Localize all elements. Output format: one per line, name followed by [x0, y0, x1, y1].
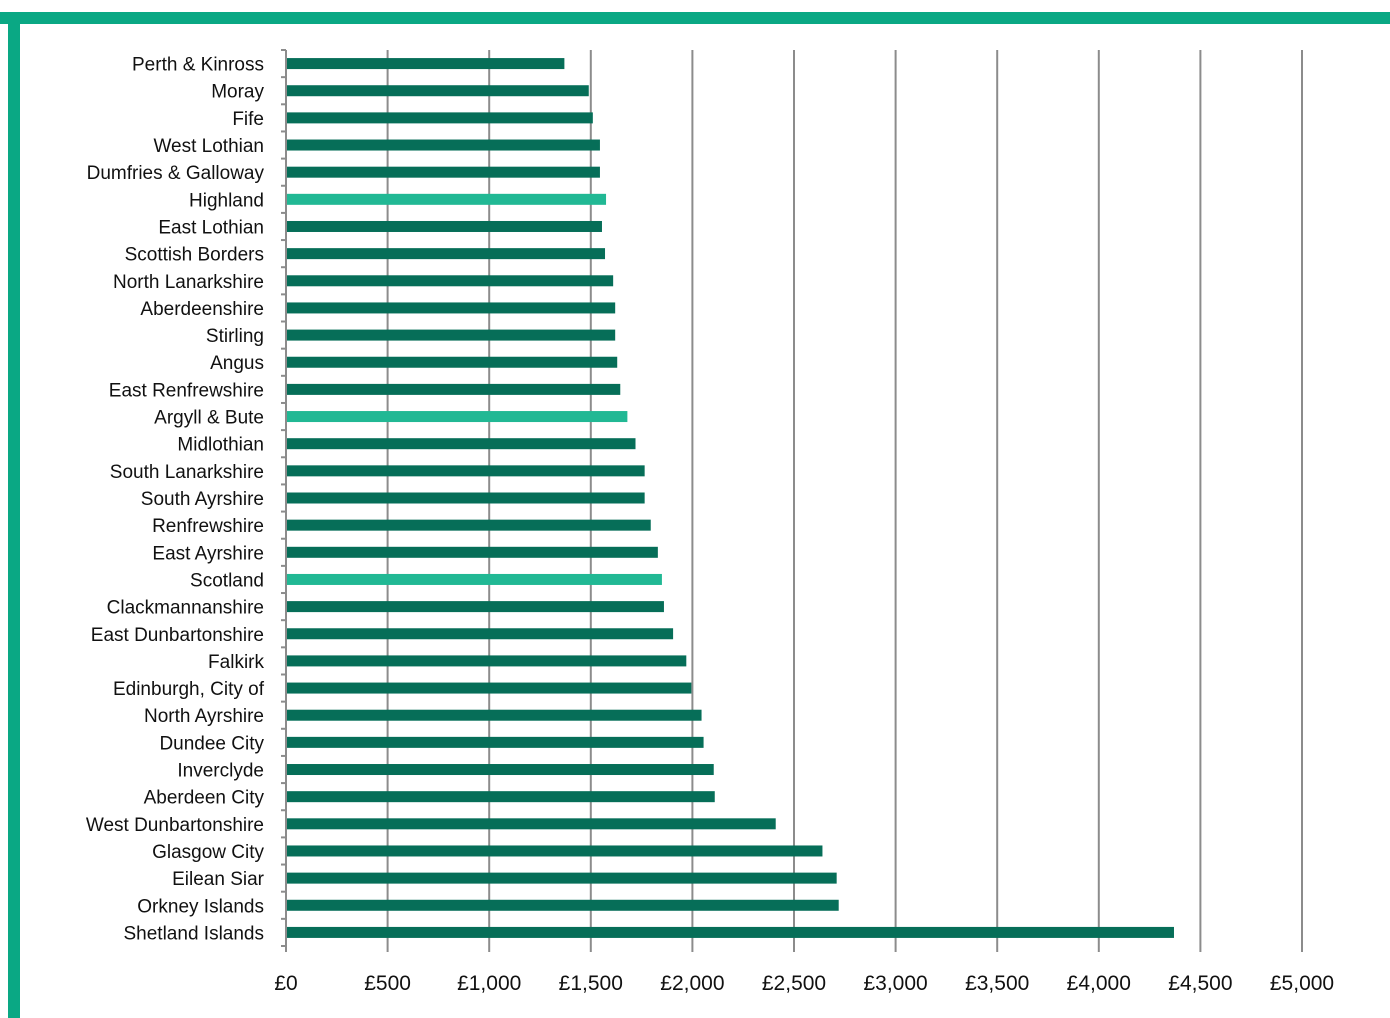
bar	[286, 356, 618, 368]
bar	[286, 112, 593, 124]
bar	[286, 899, 839, 911]
category-label: Highland	[189, 190, 264, 211]
bar	[286, 872, 837, 884]
bar	[286, 573, 662, 585]
bar	[286, 736, 704, 748]
x-tick-label: £1,000	[457, 972, 521, 995]
category-label: West Dunbartonshire	[86, 815, 264, 836]
category-label: Eilean Siar	[172, 869, 265, 890]
x-tick-label: £2,500	[762, 972, 826, 995]
category-label: North Lanarkshire	[113, 272, 264, 293]
category-label: Moray	[211, 82, 264, 103]
bar	[286, 764, 714, 776]
category-label: Dumfries & Galloway	[87, 163, 265, 184]
category-label: Scotland	[190, 570, 264, 591]
category-label: East Dunbartonshire	[91, 625, 264, 646]
x-tick-label: £4,000	[1067, 972, 1131, 995]
category-label: East Ayrshire	[152, 543, 264, 564]
category-label: Falkirk	[208, 652, 264, 673]
category-label: Renfrewshire	[152, 516, 264, 537]
bar	[286, 845, 823, 857]
category-label: Aberdeen City	[144, 788, 265, 809]
category-label: Perth & Kinross	[132, 55, 264, 76]
bars	[286, 58, 1174, 938]
category-label: Midlothian	[177, 435, 264, 456]
bar	[286, 220, 602, 232]
x-tick-label: £2,000	[660, 972, 724, 995]
bar	[286, 465, 645, 477]
bar	[286, 492, 645, 504]
bar	[286, 248, 606, 260]
bar	[286, 438, 636, 450]
category-label: Shetland Islands	[124, 923, 265, 944]
category-label: Argyll & Bute	[154, 408, 264, 429]
category-label: Aberdeenshire	[140, 299, 264, 320]
category-label: South Ayrshire	[141, 489, 264, 510]
x-tick-label: £3,500	[965, 972, 1029, 995]
category-label: Dundee City	[159, 733, 264, 754]
bar	[286, 546, 658, 558]
bar	[286, 682, 692, 694]
bar	[286, 85, 589, 97]
category-axis	[281, 49, 1303, 952]
value-axis-tick-labels: £0 £500 £1,000 £1,500 £2,000 £2,500 £3,000 £3,5…	[274, 972, 1334, 995]
bar	[286, 926, 1174, 938]
bar	[286, 302, 616, 314]
bar	[286, 166, 600, 178]
category-label: Orkney Islands	[137, 896, 264, 917]
category-label: South Lanarkshire	[110, 462, 264, 483]
bar	[286, 193, 607, 205]
bar	[286, 139, 600, 151]
bar	[286, 383, 621, 395]
bar	[286, 601, 664, 613]
x-tick-label: £3,000	[863, 972, 927, 995]
category-label: East Renfrewshire	[109, 380, 264, 401]
category-label: Inverclyde	[177, 761, 264, 782]
x-tick-label: £1,500	[559, 972, 623, 995]
bar	[286, 791, 715, 803]
category-label: Glasgow City	[152, 842, 264, 863]
frame-left-border	[8, 12, 20, 1018]
bar	[286, 655, 687, 667]
bar	[286, 519, 651, 531]
category-label: Edinburgh, City of	[113, 679, 265, 700]
bar	[286, 628, 674, 640]
category-label: Scottish Borders	[125, 245, 264, 266]
bar	[286, 275, 614, 287]
frame-top-border	[0, 12, 1390, 24]
x-tick-label: £5,000	[1270, 972, 1334, 995]
category-labels: Perth & Kinross Moray Fife West Lothian Dumf…	[86, 55, 265, 945]
category-label: Angus	[210, 353, 264, 374]
bar	[286, 818, 776, 830]
bar	[286, 411, 628, 423]
x-tick-label: £500	[364, 972, 411, 995]
bar	[286, 329, 616, 341]
category-label: North Ayrshire	[144, 706, 264, 727]
x-tick-label: £0	[274, 972, 297, 995]
category-label: West Lothian	[153, 136, 264, 157]
x-tick-label: £4,500	[1168, 972, 1232, 995]
category-label: Clackmannanshire	[107, 598, 264, 619]
bar	[286, 709, 702, 721]
category-label: East Lothian	[158, 217, 264, 238]
category-label: Stirling	[206, 326, 264, 347]
category-label: Fife	[232, 109, 264, 130]
bar	[286, 58, 565, 70]
